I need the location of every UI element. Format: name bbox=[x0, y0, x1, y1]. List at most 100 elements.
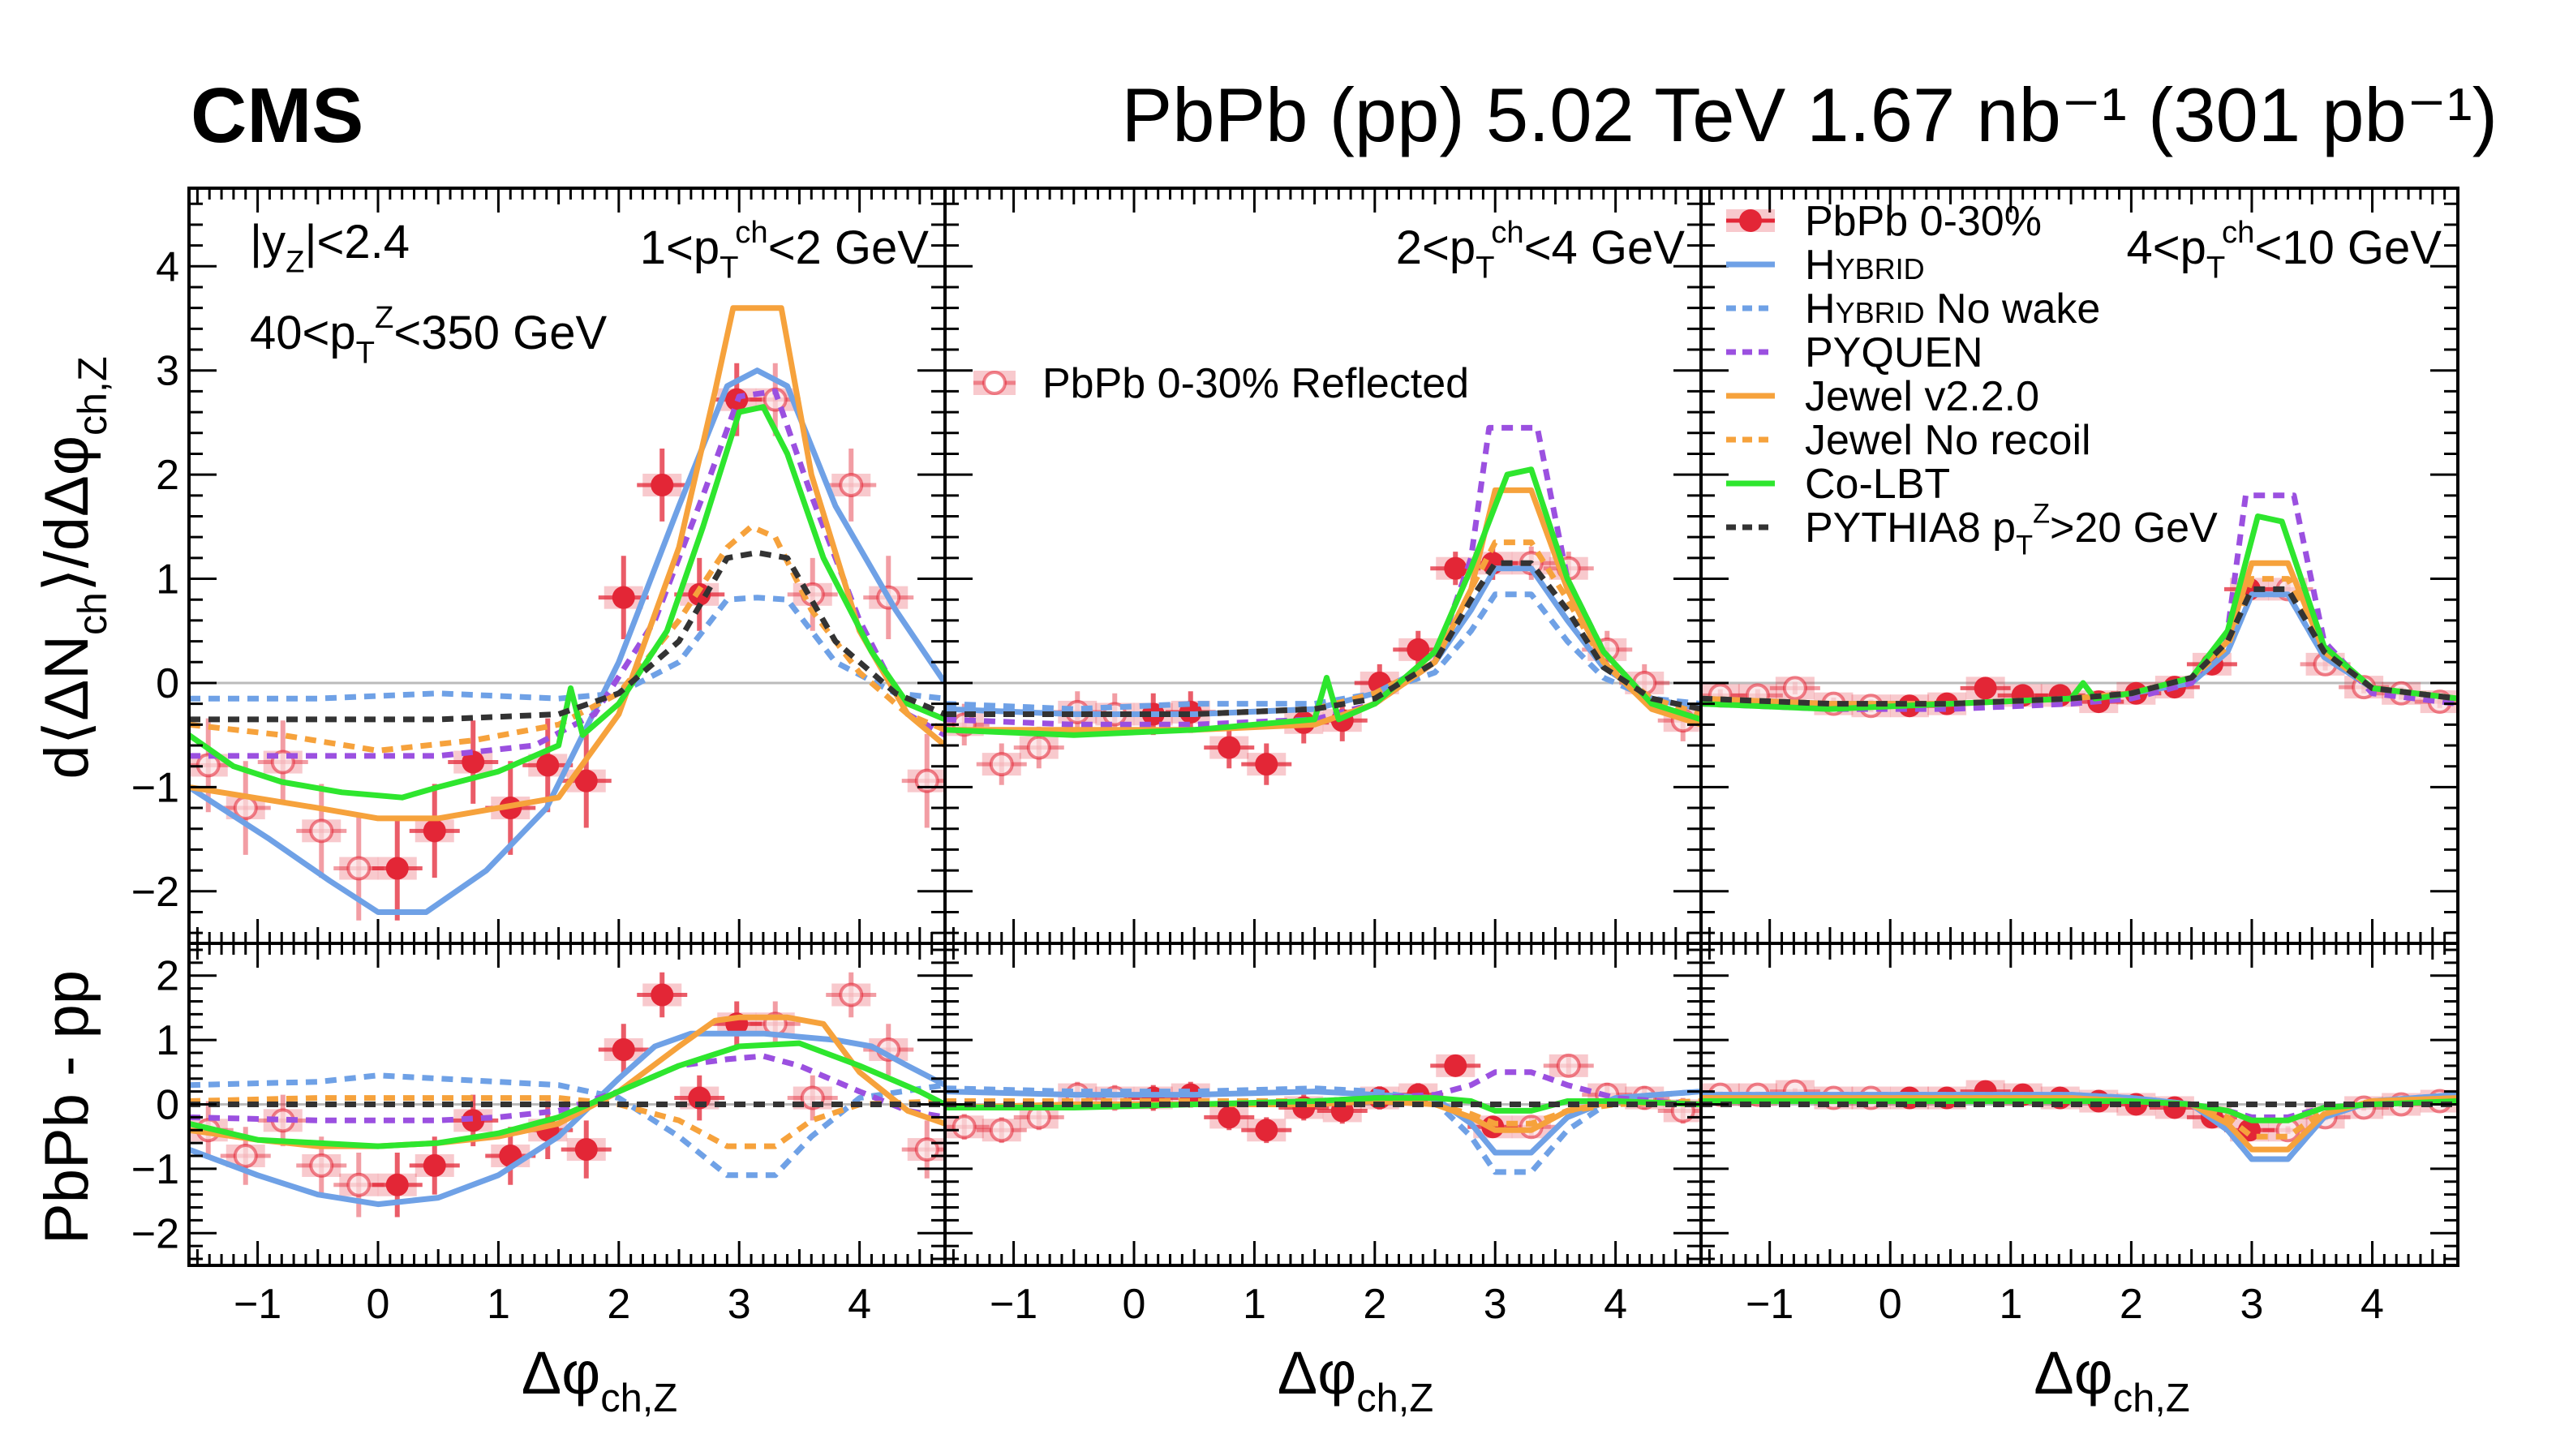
legend-item-jewel_norecoil: Jewel No recoil bbox=[1726, 417, 2091, 464]
reflected-point bbox=[839, 472, 864, 497]
y-tick-label: 3 bbox=[156, 348, 179, 395]
x-tick-label: −1 bbox=[1746, 1281, 1793, 1328]
legend-label-pythia: PYTHIA8 pTZ>20 GeV bbox=[1805, 499, 2218, 561]
x-tick-label: 4 bbox=[1604, 1281, 1627, 1328]
data-point bbox=[651, 473, 674, 496]
model-pyquen-line bbox=[945, 1069, 1701, 1107]
rapidity-cut-label: |yZ|<2.4 bbox=[250, 216, 410, 279]
x-axis-title: Δφch,Z bbox=[522, 1339, 677, 1420]
x-tick-label: 2 bbox=[1363, 1281, 1386, 1328]
model-colbt-line bbox=[1701, 513, 2458, 712]
legend-label-pyquen: PYQUEN bbox=[1805, 329, 1983, 376]
model-jewel_norecoil-line bbox=[189, 1095, 945, 1149]
data-point bbox=[385, 1173, 409, 1196]
reflected-point bbox=[952, 1115, 977, 1140]
panel-1-top: −2 −1 0 1 2 3 4 bbox=[131, 187, 947, 945]
model-jewel_norecoil-line bbox=[189, 523, 945, 754]
model-jewel-line bbox=[189, 305, 945, 822]
model-hybrid-line bbox=[189, 367, 945, 915]
model-colbt-line bbox=[945, 466, 1701, 738]
legend-label-data: PbPb 0-30% bbox=[1805, 198, 2042, 245]
reflected-point bbox=[346, 856, 372, 881]
data-point bbox=[1255, 1119, 1278, 1142]
data-point bbox=[1444, 1054, 1467, 1077]
data-point bbox=[462, 750, 485, 774]
data-point bbox=[1974, 676, 1997, 700]
ptz-cut-label: 40<pTZ<350 GeV bbox=[250, 300, 608, 371]
data-point bbox=[1407, 638, 1430, 661]
model-hybrid-line bbox=[189, 1030, 945, 1208]
legend-item-data: PbPb 0-30% bbox=[1726, 198, 2042, 245]
model-pythia-line bbox=[189, 549, 945, 723]
reflected-point bbox=[346, 1172, 372, 1197]
x-tick-label: 1 bbox=[487, 1281, 510, 1328]
reflected-point bbox=[1556, 1053, 1581, 1078]
y-tick-label: 2 bbox=[156, 452, 179, 499]
luminosity-label: PbPb (pp) 5.02 TeV 1.67 nb⁻¹ (301 pb⁻¹) bbox=[1121, 72, 2498, 157]
x-tick-label: 0 bbox=[1123, 1281, 1146, 1328]
data-point bbox=[651, 983, 674, 1007]
data-point bbox=[612, 586, 635, 609]
model-hybrid_nowake-line bbox=[189, 1072, 945, 1179]
panel-3-bottom bbox=[1699, 942, 2459, 1267]
y-tick-label: −1 bbox=[131, 1146, 179, 1193]
legend-label-jewel: Jewel v2.2.0 bbox=[1805, 373, 2039, 420]
reflected-point bbox=[233, 1144, 258, 1169]
y-tick-label: −2 bbox=[131, 1210, 179, 1257]
data-point bbox=[423, 1153, 446, 1177]
reflected-point bbox=[989, 752, 1014, 777]
data-point bbox=[1444, 556, 1467, 580]
reflected-point bbox=[233, 796, 258, 821]
panel-2-top bbox=[943, 187, 1703, 945]
model-hybrid_nowake-line bbox=[945, 591, 1701, 712]
data-point bbox=[1218, 736, 1241, 759]
x-tick-label: −1 bbox=[234, 1281, 281, 1328]
experiment-label: CMS bbox=[191, 72, 364, 159]
legend-label-hybrid: HYBRID bbox=[1805, 242, 1925, 289]
data-point bbox=[612, 1038, 635, 1062]
model-hybrid_nowake-line bbox=[189, 595, 945, 702]
model-jewel_norecoil-line bbox=[945, 1098, 1701, 1127]
model-hybrid_nowake-line bbox=[1701, 591, 2458, 707]
y-tick-label: 0 bbox=[156, 660, 179, 707]
legend-label-jewel_norecoil: Jewel No recoil bbox=[1805, 417, 2091, 464]
x-tick-label: 3 bbox=[2240, 1281, 2263, 1328]
y-tick-label: −2 bbox=[131, 869, 179, 916]
x-tick-label: 2 bbox=[607, 1281, 630, 1328]
legend-reflected: PbPb 0-30% Reflected bbox=[973, 360, 1469, 407]
x-tick-label: 1 bbox=[1999, 1281, 2022, 1328]
reflected-point bbox=[989, 1118, 1014, 1143]
x-tick-label: 0 bbox=[367, 1281, 390, 1328]
model-pyquen-line bbox=[189, 1053, 945, 1123]
data-point bbox=[2237, 1119, 2261, 1142]
reflected-point bbox=[1782, 676, 1807, 701]
y-tick-label: 0 bbox=[156, 1082, 179, 1129]
data-point bbox=[1255, 753, 1278, 776]
reflected-point bbox=[309, 1153, 334, 1178]
model-colbt-line bbox=[189, 404, 945, 801]
y-axis-title-top: d⟨ΔNch⟩/dΔφch,Z bbox=[32, 356, 115, 779]
y-tick-label: 2 bbox=[156, 953, 179, 1000]
panel-3-pt-label: 4<pTch<10 GeV bbox=[2126, 215, 2442, 286]
legend-label-colbt: Co-LBT bbox=[1805, 461, 1950, 508]
y-axis-title-bottom: PbPb - pp bbox=[32, 970, 101, 1244]
model-colbt-line bbox=[945, 1095, 1701, 1114]
x-tick-label: 1 bbox=[1243, 1281, 1266, 1328]
legend-item-colbt: Co-LBT bbox=[1726, 461, 1950, 508]
panel-2-pt-label: 2<pTch<4 GeV bbox=[1396, 215, 1686, 286]
x-tick-label: −1 bbox=[990, 1281, 1037, 1328]
y-tick-label: −1 bbox=[131, 764, 179, 811]
legend-item-hybrid: HYBRID bbox=[1726, 242, 1925, 289]
x-tick-label: 4 bbox=[848, 1281, 871, 1328]
model-pythia-line bbox=[945, 560, 1701, 717]
data-point bbox=[574, 1138, 598, 1162]
y-tick-label: 1 bbox=[156, 1017, 179, 1064]
x-axis-title: Δφch,Z bbox=[2034, 1339, 2189, 1420]
x-tick-label: 0 bbox=[1879, 1281, 1902, 1328]
legend-item-jewel: Jewel v2.2.0 bbox=[1726, 373, 2039, 420]
legend-item-pyquen: PYQUEN bbox=[1726, 329, 1983, 376]
x-axis-title: Δφch,Z bbox=[1278, 1339, 1433, 1420]
x-tick-label: 2 bbox=[2120, 1281, 2143, 1328]
